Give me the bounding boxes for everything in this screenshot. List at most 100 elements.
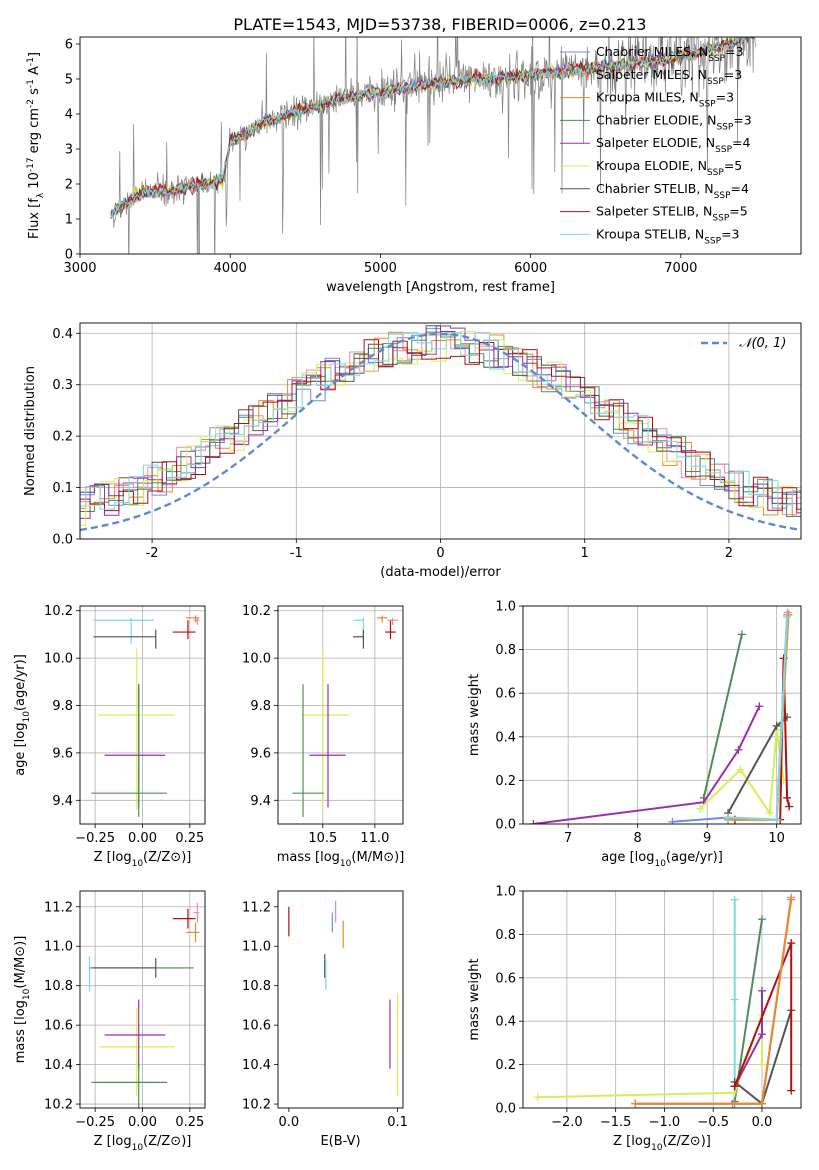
y-tick-label: 10.6 xyxy=(242,1019,271,1034)
y-tick-label: 2 xyxy=(65,178,73,193)
legend-name: Salpeter STELIB, N xyxy=(596,204,712,219)
label-part: mass weight xyxy=(467,958,482,1040)
y-tick-label: 9.8 xyxy=(250,699,271,714)
mass-weight-line xyxy=(702,634,743,799)
y-tick-label: 9.4 xyxy=(250,794,271,809)
label-part: Normed distribution xyxy=(23,366,38,496)
x-tick-label: 0.0 xyxy=(752,1115,773,1130)
plot-area xyxy=(278,606,403,824)
label-part: (M/M⊙)] xyxy=(13,936,28,989)
legend-count: =5 xyxy=(724,158,742,173)
legend-entry: Salpeter ELODIE, NSSP=4 xyxy=(596,135,751,155)
legend-sub: SSP xyxy=(708,54,725,64)
x-tick-label: −0.5 xyxy=(697,1115,729,1130)
y-tick-label: 11.2 xyxy=(44,900,73,915)
histogram-step xyxy=(80,330,801,526)
legend-sub: SSP xyxy=(715,145,732,155)
y-tick-label: 0.0 xyxy=(495,818,516,833)
y-tick-label: 4 xyxy=(65,108,73,123)
y-tick-label: 10.2 xyxy=(44,1098,73,1113)
x-tick-label: 0.25 xyxy=(175,831,204,846)
legend-sub: SSP xyxy=(707,77,724,87)
x-tick-label: 5000 xyxy=(364,261,397,276)
legend-name: Salpeter ELODIE, N xyxy=(596,135,715,150)
y-tick-label: 1 xyxy=(65,213,73,228)
label-part: 10 xyxy=(22,988,32,1000)
age-vs-mass-panel: 10.5 11.0 9.4 9.6 9.8 10.0 10.2 mass [log10(M/M… xyxy=(242,604,404,869)
x-axis-label: (data-model)/error xyxy=(380,565,501,580)
legend-entry: Kroupa MILES, NSSP=3 xyxy=(596,90,734,110)
axes-frame xyxy=(277,890,404,1109)
mass-vs-metallicity-panel: −0.25 0.00 0.25 10.2 10.4 10.6 10.8 11.0 11.2 Z [… xyxy=(13,890,206,1153)
legend-entry: Kroupa STELIB, NSSP=3 xyxy=(596,226,740,246)
y-tick-label: 0 xyxy=(65,248,73,263)
label-part: (M/M⊙)] xyxy=(351,850,404,865)
plot-area xyxy=(80,323,801,539)
legend-name: Kroupa MILES, N xyxy=(596,90,699,105)
label-part: (Z/Z⊙)] xyxy=(663,1134,711,1149)
label-part: 10 xyxy=(27,172,42,193)
y-tick-label: 1.0 xyxy=(495,600,516,615)
y-tick-label: 10.8 xyxy=(242,979,271,994)
y-tick-label: 1.0 xyxy=(495,885,516,900)
x-tick-label: 4000 xyxy=(214,261,247,276)
label-part: 10 xyxy=(22,711,32,723)
x-tick-label: −0.25 xyxy=(75,1115,115,1130)
label-part: -2 xyxy=(26,99,36,108)
histogram-step xyxy=(80,331,801,517)
axes-frame xyxy=(79,890,206,1109)
x-tick-label: 1 xyxy=(581,546,589,561)
x-tick-label: 7000 xyxy=(664,261,697,276)
legend-name: Chabrier ELODIE, N xyxy=(596,112,716,127)
label-part: E(B-V) xyxy=(320,1134,360,1149)
legend-entry: Chabrier MILES, NSSP=3 xyxy=(596,44,744,64)
histogram-step xyxy=(80,334,801,516)
histogram-step xyxy=(80,325,801,519)
legend-sub: SSP xyxy=(707,168,724,178)
legend-sub: SSP xyxy=(716,122,733,132)
x-tick-label: 9 xyxy=(703,831,711,846)
y-tick-label: 5 xyxy=(65,73,73,88)
histogram-step xyxy=(80,331,801,539)
label-part: log xyxy=(13,723,28,743)
label-part: erg cm xyxy=(27,108,42,157)
plot-area xyxy=(80,891,205,1108)
x-tick-label: 0.00 xyxy=(128,831,157,846)
y-tick-label: 0.0 xyxy=(52,533,73,548)
mass-weight-line xyxy=(537,1014,763,1099)
legend-count: =3 xyxy=(724,67,742,82)
x-axis-label: E(B-V) xyxy=(320,1134,360,1149)
normal-reference-curve xyxy=(80,332,801,532)
y-tick-label: 0.2 xyxy=(495,1058,516,1073)
x-tick-label: -2 xyxy=(146,546,159,561)
legend-count: =3 xyxy=(725,44,743,59)
y-tick-label: 0.0 xyxy=(495,1102,516,1117)
label-part: log xyxy=(112,850,132,865)
mass-weight-line xyxy=(635,899,793,1105)
axes-frame xyxy=(277,605,404,825)
y-tick-label: 10.4 xyxy=(242,1058,271,1073)
x-tick-label: 0.00 xyxy=(128,1115,157,1130)
y-tick-label: 0.2 xyxy=(495,774,516,789)
y-tick-label: 9.8 xyxy=(52,699,73,714)
legend-name: Chabrier MILES, N xyxy=(596,44,708,59)
x-axis-label: Z [log10(Z/Z⊙)] xyxy=(94,850,192,869)
mass-vs-ebv-panel: 0.0 0.1 10.2 10.4 10.6 10.8 11.0 11.2 E(B-V) xyxy=(242,890,408,1149)
x-tick-label: 0.1 xyxy=(387,1115,408,1130)
legend-entry: Salpeter STELIB, NSSP=5 xyxy=(596,204,748,224)
legend-count: =3 xyxy=(716,90,734,105)
y-tick-label: 0.4 xyxy=(495,730,516,745)
label-part: A xyxy=(27,66,42,79)
label-part: wavelength [Angstrom, rest frame] xyxy=(326,280,555,295)
residual-histogram-panel: -2 -1 0 1 2 0.0 0.1 0.2 0.3 0.4 (data-model)/error… xyxy=(23,322,802,580)
y-tick-label: 11.2 xyxy=(242,900,271,915)
mass-weight-line xyxy=(733,919,763,1102)
label-part: -1 xyxy=(26,57,36,66)
histogram-step xyxy=(80,339,801,512)
label-part: log xyxy=(635,850,655,865)
label-part: log xyxy=(631,1134,651,1149)
y-tick-label: 0.6 xyxy=(495,687,516,702)
legend-entry: Chabrier STELIB, NSSP=4 xyxy=(596,181,749,201)
y-tick-label: 0.8 xyxy=(495,643,516,658)
